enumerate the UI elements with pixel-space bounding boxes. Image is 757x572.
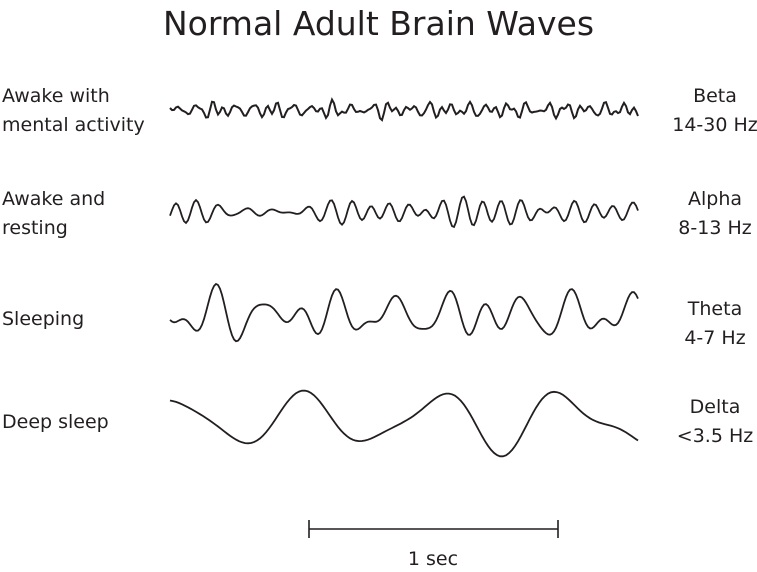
state-line: Sleeping	[2, 308, 85, 330]
wave-label-theta: Theta 4-7 Hz	[660, 295, 757, 353]
wave-name: Theta	[687, 298, 743, 320]
scale-bar-label: 1 sec	[407, 548, 459, 570]
state-label-theta: Sleeping	[2, 305, 84, 334]
state-line: Awake and	[2, 188, 106, 210]
delta-wave	[169, 389, 639, 458]
wave-label-beta: Beta 14-30 Hz	[660, 82, 757, 140]
wave-range: 14-30 Hz	[672, 114, 757, 136]
wave-name: Delta	[689, 396, 741, 418]
state-label-beta: Awake with mental activity	[2, 82, 145, 140]
wave-label-delta: Delta <3.5 Hz	[660, 393, 757, 451]
diagram-title: Normal Adult Brain Waves	[162, 4, 595, 43]
wave-range: <3.5 Hz	[676, 425, 754, 447]
state-line: mental activity	[2, 114, 145, 136]
state-line: Awake with	[2, 85, 110, 107]
scale-bar	[308, 520, 559, 538]
alpha-wave	[169, 195, 639, 229]
wave-name: Alpha	[687, 188, 743, 210]
state-label-alpha: Awake and resting	[2, 185, 105, 243]
state-line: resting	[2, 217, 68, 239]
state-line: Deep sleep	[2, 411, 109, 433]
wave-name: Beta	[693, 85, 737, 107]
wave-label-alpha: Alpha 8-13 Hz	[660, 185, 757, 243]
theta-wave	[169, 282, 639, 343]
state-label-delta: Deep sleep	[2, 408, 109, 437]
wave-range: 4-7 Hz	[684, 327, 746, 349]
wave-range: 8-13 Hz	[678, 217, 752, 239]
beta-wave	[169, 97, 639, 122]
